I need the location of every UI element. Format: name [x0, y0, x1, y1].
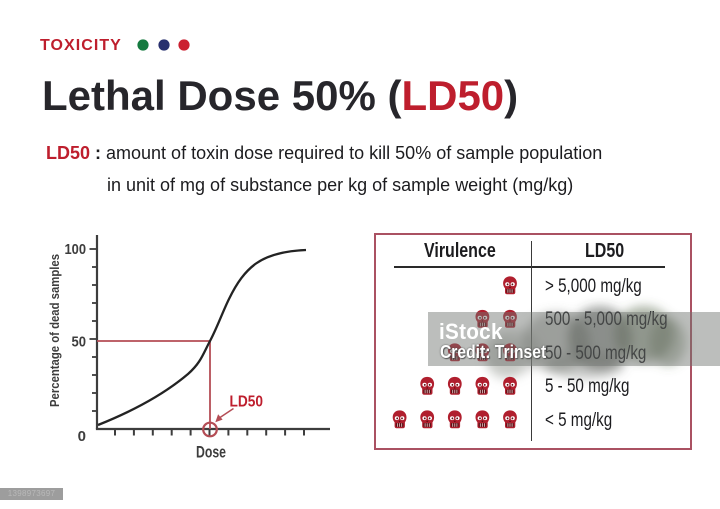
svg-text:Percentage of dead samples: Percentage of dead samples	[47, 254, 62, 407]
svg-text:50: 50	[72, 334, 87, 351]
svg-text:Dose: Dose	[196, 444, 226, 462]
svg-text:100: 100	[65, 241, 87, 258]
svg-text:LD50: LD50	[230, 393, 264, 410]
svg-text:0: 0	[78, 428, 86, 445]
